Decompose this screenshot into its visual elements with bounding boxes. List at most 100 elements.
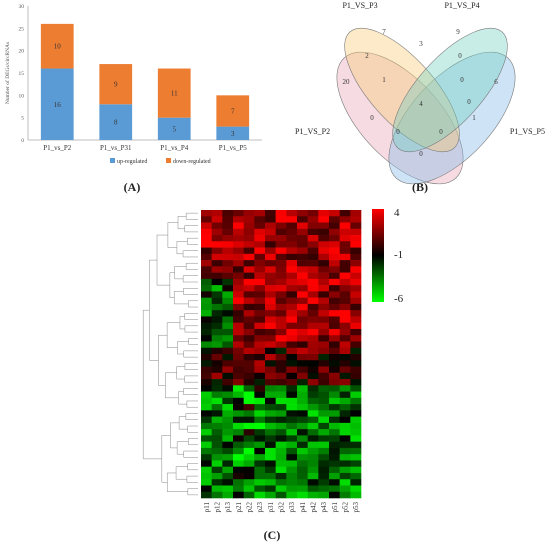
heatmap-cell bbox=[275, 422, 287, 430]
heatmap-cell bbox=[211, 416, 223, 424]
heatmap-cell bbox=[233, 447, 244, 455]
heatmap-cell bbox=[339, 297, 351, 305]
heatmap-cell bbox=[350, 322, 362, 330]
heatmap-cell bbox=[265, 360, 276, 367]
heatmap-cell bbox=[286, 241, 298, 248]
heatmap-cell bbox=[254, 429, 266, 436]
heatmap-cell bbox=[265, 460, 276, 467]
heatmap-cell bbox=[211, 379, 223, 386]
heatmap-cell bbox=[350, 416, 362, 424]
heatmap-cell bbox=[254, 441, 266, 449]
x-tick-label: P1_vs_P4 bbox=[160, 144, 189, 152]
heatmap-cell bbox=[339, 278, 351, 286]
heatmap-cell bbox=[307, 216, 319, 223]
heatmap-cell bbox=[201, 341, 212, 349]
heatmap-cell bbox=[297, 404, 308, 411]
heatmap-cell bbox=[350, 291, 362, 298]
heatmap-cell bbox=[222, 316, 234, 323]
venn-region-value: 0 bbox=[396, 128, 400, 136]
heatmap-cell bbox=[265, 260, 276, 267]
heatmap-cell bbox=[329, 341, 340, 349]
heatmap-cell bbox=[286, 341, 298, 349]
heatmap-cell bbox=[222, 266, 234, 273]
heatmap-cell bbox=[286, 310, 298, 317]
heatmap-cell bbox=[201, 366, 212, 374]
heatmap-cell bbox=[211, 247, 223, 255]
dendrogram-branch bbox=[161, 435, 171, 483]
heatmap-cell bbox=[243, 291, 255, 298]
heatmap-cell bbox=[211, 278, 223, 286]
heatmap-cell bbox=[275, 460, 287, 467]
heatmap-cell bbox=[254, 303, 266, 311]
heatmap-cell bbox=[275, 322, 287, 330]
dendrogram-branch bbox=[187, 425, 198, 433]
heatmap-cell bbox=[254, 435, 266, 442]
dendrogram-branch bbox=[188, 338, 198, 345]
heatmap-cell bbox=[329, 379, 340, 386]
heatmap-cell bbox=[329, 466, 340, 474]
heatmap-cell bbox=[318, 479, 330, 486]
heatmap-cell bbox=[201, 228, 212, 236]
heatmap-cell bbox=[329, 253, 340, 261]
venn-set-p1-vs-p3 bbox=[344, 27, 460, 153]
heatmap-cell bbox=[222, 297, 234, 305]
heatmap-cell bbox=[286, 447, 298, 455]
heatmap-cell bbox=[254, 410, 266, 417]
heatmap-cell bbox=[243, 266, 255, 273]
heatmap-cell bbox=[233, 422, 244, 430]
heatmap-cell bbox=[211, 410, 223, 417]
heatmap-cell bbox=[318, 441, 330, 449]
heatmap-cell bbox=[233, 235, 244, 242]
heatmap-cell bbox=[233, 354, 244, 361]
heatmap-cell bbox=[211, 347, 223, 355]
y-tick-label: 5 bbox=[21, 116, 24, 122]
heatmap-cell bbox=[329, 372, 340, 380]
heatmap-cell bbox=[275, 210, 287, 217]
heatmap-cell bbox=[318, 228, 330, 236]
heatmap-cell bbox=[350, 404, 362, 411]
heatmap-cell bbox=[265, 316, 276, 323]
bar-down-regulated bbox=[99, 64, 133, 105]
heatmap-cell bbox=[201, 297, 212, 305]
heatmap-cell bbox=[243, 366, 255, 374]
heatmap-cell bbox=[265, 278, 276, 286]
heatmap-cell bbox=[307, 210, 319, 217]
heatmap-cell bbox=[350, 297, 362, 305]
heatmap-cell bbox=[201, 278, 212, 286]
heatmap-cell bbox=[222, 485, 234, 493]
heatmap-cell bbox=[339, 360, 351, 367]
heatmap-cell bbox=[222, 328, 234, 336]
heatmap-cell bbox=[350, 228, 362, 236]
venn-set-p1-vs-p4 bbox=[392, 27, 508, 153]
heatmap-cell bbox=[222, 385, 234, 392]
heatmap-cell bbox=[222, 335, 234, 342]
heatmap-cell bbox=[350, 260, 362, 267]
heatmap-cell bbox=[329, 322, 340, 330]
heatmap-cell bbox=[254, 210, 266, 217]
heatmap-cell bbox=[339, 316, 351, 323]
heatmap-cell bbox=[318, 435, 330, 442]
heatmap-cell bbox=[318, 260, 330, 267]
heatmap-cell bbox=[318, 341, 330, 349]
heatmap-cell bbox=[318, 391, 330, 399]
heatmap-cell bbox=[233, 441, 244, 449]
heatmap-cell bbox=[297, 422, 308, 430]
heatmap-cell bbox=[222, 435, 234, 442]
y-axis-label: Number of DEGs/circRNAs bbox=[4, 42, 11, 104]
bar-data-label: 3 bbox=[231, 130, 235, 138]
heatmap-cell bbox=[243, 491, 255, 499]
heatmap-cell bbox=[339, 479, 351, 486]
heatmap-cell bbox=[350, 285, 362, 292]
heatmap-cell bbox=[254, 347, 266, 355]
colorbar-tick-label: -6 bbox=[394, 293, 404, 305]
heatmap-cell bbox=[297, 253, 308, 261]
legend-swatch bbox=[166, 158, 171, 163]
heatmap-cell bbox=[243, 316, 255, 323]
heatmap-cell bbox=[265, 385, 276, 392]
heatmap-cell bbox=[275, 410, 287, 417]
heatmap-cell bbox=[329, 297, 340, 305]
heatmap-cell bbox=[243, 260, 255, 267]
heatmap-cell bbox=[211, 366, 223, 374]
heatmap-cell bbox=[329, 260, 340, 267]
bar-chart-panel: 0 5 10 15 20 25 30 Number of DEGs/circRNAs 16 10 P… bbox=[4, 4, 262, 165]
